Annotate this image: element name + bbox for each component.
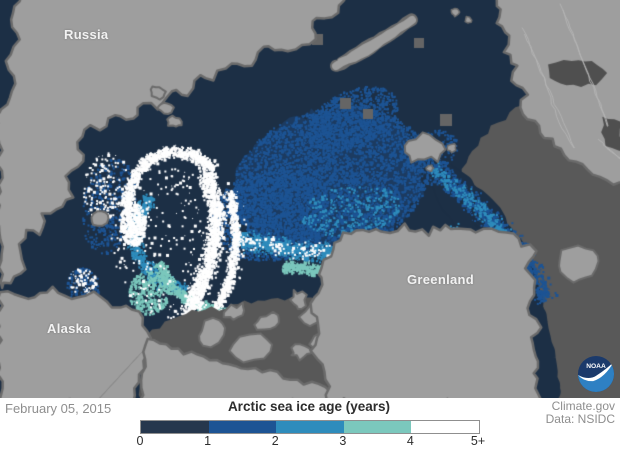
footer-bar: February 05, 2015 Arctic sea ice age (ye… [0, 398, 620, 450]
map-label-alaska: Alaska [47, 321, 91, 336]
legend-color-bar [140, 420, 480, 434]
noaa-logo-text: NOAA [586, 363, 606, 370]
noaa-seagull-icon [577, 361, 615, 382]
map-label-russia: Russia [64, 27, 109, 42]
credits: Climate.gov Data: NSIDC [546, 400, 615, 426]
legend-tick: 1 [204, 434, 212, 448]
legend-tick: 5+ [470, 434, 486, 448]
legend-segment [208, 421, 277, 433]
legend-tick: 0 [136, 434, 144, 448]
credit-site: Climate.gov [551, 399, 615, 413]
legend-tick: 2 [271, 434, 279, 448]
legend-title: Arctic sea ice age (years) [227, 399, 391, 414]
date-stamp: February 05, 2015 [5, 401, 112, 416]
legend-segment [343, 421, 412, 433]
legend-segment [141, 421, 209, 433]
map-label-greenland: Greenland [407, 272, 474, 287]
noaa-logo: NOAA [577, 355, 615, 393]
legend-tick: 4 [406, 434, 414, 448]
arctic-map-canvas [0, 0, 620, 398]
legend-tick: 3 [339, 434, 347, 448]
credit-source: Data: NSIDC [545, 412, 615, 426]
legend-tick-labels: 0 1 2 3 4 5+ [136, 434, 486, 448]
legend-segment [276, 421, 344, 433]
map-area: Russia Alaska Greenland NOAA [0, 0, 620, 398]
legend-segment [411, 421, 479, 433]
